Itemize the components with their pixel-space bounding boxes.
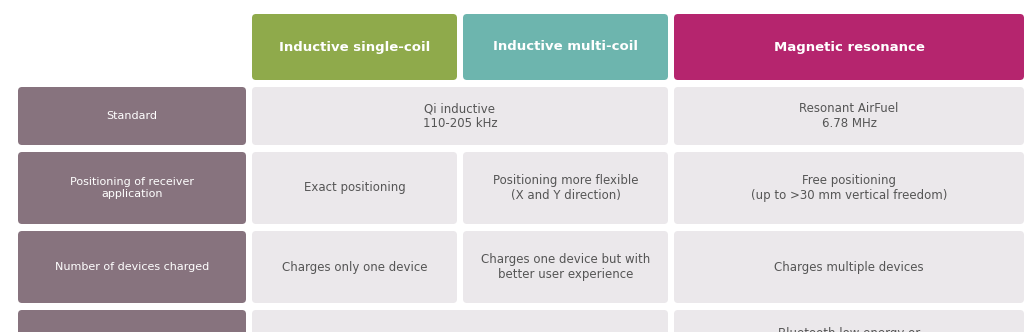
Text: Standard: Standard — [106, 111, 158, 121]
Text: Resonant AirFuel
6.78 MHz: Resonant AirFuel 6.78 MHz — [800, 102, 899, 130]
Text: Positioning of receiver
application: Positioning of receiver application — [70, 177, 194, 199]
Text: Charges one device but with
better user experience: Charges one device but with better user … — [481, 253, 650, 281]
FancyBboxPatch shape — [18, 310, 246, 332]
Text: Charges only one device: Charges only one device — [282, 261, 427, 274]
FancyBboxPatch shape — [18, 231, 246, 303]
Text: Free positioning
(up to >30 mm vertical freedom): Free positioning (up to >30 mm vertical … — [751, 174, 947, 202]
FancyBboxPatch shape — [674, 152, 1024, 224]
FancyBboxPatch shape — [252, 14, 457, 80]
FancyBboxPatch shape — [252, 87, 668, 145]
FancyBboxPatch shape — [674, 231, 1024, 303]
FancyBboxPatch shape — [674, 14, 1024, 80]
FancyBboxPatch shape — [463, 231, 668, 303]
Text: Number of devices charged: Number of devices charged — [55, 262, 209, 272]
FancyBboxPatch shape — [252, 152, 457, 224]
Text: Qi inductive
110-205 kHz: Qi inductive 110-205 kHz — [423, 102, 498, 130]
FancyBboxPatch shape — [252, 231, 457, 303]
FancyBboxPatch shape — [463, 14, 668, 80]
FancyBboxPatch shape — [252, 310, 668, 332]
Text: Bluetooth low energy or
in-band communication: Bluetooth low energy or in-band communic… — [778, 327, 921, 332]
FancyBboxPatch shape — [674, 87, 1024, 145]
FancyBboxPatch shape — [674, 310, 1024, 332]
Text: Charges multiple devices: Charges multiple devices — [774, 261, 924, 274]
Text: Inductive single-coil: Inductive single-coil — [279, 41, 430, 53]
Text: Inductive multi-coil: Inductive multi-coil — [493, 41, 638, 53]
FancyBboxPatch shape — [463, 152, 668, 224]
Text: Magnetic resonance: Magnetic resonance — [773, 41, 925, 53]
Text: Positioning more flexible
(X and Y direction): Positioning more flexible (X and Y direc… — [493, 174, 638, 202]
Text: Exact positioning: Exact positioning — [304, 182, 406, 195]
FancyBboxPatch shape — [18, 152, 246, 224]
FancyBboxPatch shape — [18, 87, 246, 145]
